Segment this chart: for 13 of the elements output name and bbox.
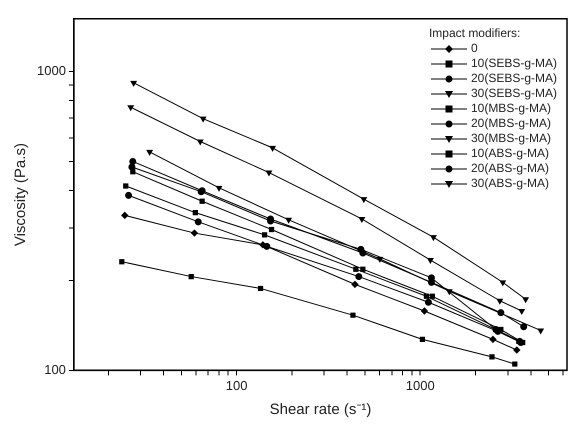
legend-label: 20(MBS-g-MA)	[470, 116, 551, 131]
legend-label: 10(SEBS-g-MA)	[470, 56, 557, 71]
legend-label: 0	[470, 41, 478, 56]
x-axis-title: Shear rate (s⁻¹)	[270, 401, 372, 418]
legend-label: 10(MBS-g-MA)	[470, 101, 551, 116]
legend-label: 30(SEBS-g-MA)	[470, 86, 557, 101]
legend-label: 10(ABS-g-MA)	[470, 146, 549, 161]
legend-label: 30(ABS-g-MA)	[470, 176, 549, 191]
legend-title: Impact modifiers:	[428, 26, 522, 41]
y-axis-title: Viscosity (Pa.s)	[12, 143, 30, 246]
legend-label: 20(SEBS-g-MA)	[470, 71, 557, 86]
legend-label: 20(ABS-g-MA)	[470, 161, 549, 176]
legend-label: 30(MBS-g-MA)	[470, 131, 551, 146]
